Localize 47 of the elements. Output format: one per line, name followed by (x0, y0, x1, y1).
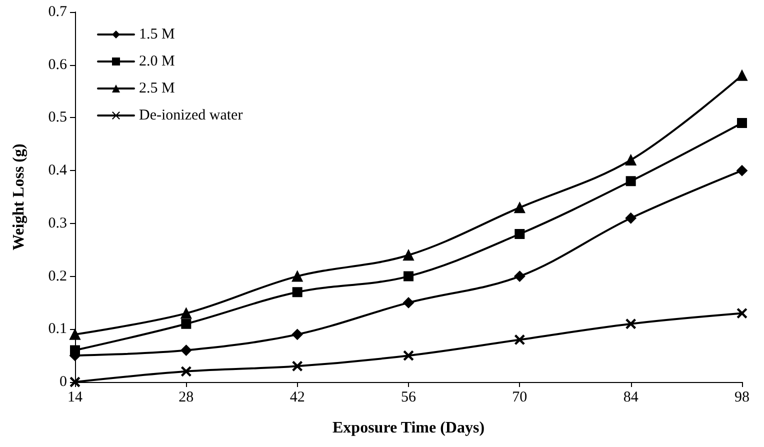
point (514, 334, 525, 345)
point (292, 328, 303, 340)
point (404, 271, 414, 282)
point (626, 318, 636, 329)
point (292, 361, 302, 372)
point (292, 270, 303, 282)
point (292, 287, 302, 298)
point (403, 297, 414, 308)
point (736, 70, 748, 81)
point (514, 202, 526, 214)
legend-label: 1.5 M (139, 26, 175, 42)
point (737, 118, 747, 128)
point (403, 250, 414, 261)
y-tick-label: 0.6 (48, 56, 68, 73)
y-tick-label: 0.1 (48, 321, 67, 338)
y-tick-label: 0.4 (48, 162, 68, 179)
point (514, 270, 526, 282)
point (404, 350, 414, 361)
point (626, 176, 636, 186)
x-tick-label: 42 (290, 390, 305, 406)
point (625, 212, 636, 224)
x-axis-title: Exposure Time (Days) (332, 420, 485, 436)
y-tick-label: 0.3 (48, 215, 67, 232)
x-tick-label: 14 (68, 390, 83, 406)
legend-label: De-ionized water (139, 108, 243, 124)
point (70, 345, 80, 356)
x-tick-label: 98 (734, 390, 750, 406)
point (736, 165, 748, 176)
x-tick-label: 70 (512, 390, 528, 406)
legend-label: 2.0 M (139, 54, 175, 70)
legend-label: 2.5 M (139, 80, 175, 96)
point (70, 328, 80, 340)
y-axis-title: Weight Loss (g) (10, 144, 28, 250)
y-tick-label: 0.5 (48, 110, 67, 126)
point (181, 366, 192, 376)
point (737, 308, 747, 318)
x-tick-label: 84 (623, 390, 639, 406)
x-tick-label: 28 (178, 390, 194, 406)
y-tick-label: 0 (60, 374, 67, 390)
point (514, 229, 525, 239)
point (180, 344, 192, 356)
x-tick-label: 56 (401, 390, 416, 406)
point (181, 318, 192, 329)
point (180, 308, 192, 319)
y-tick-label: 0.7 (48, 4, 68, 20)
point (625, 154, 636, 166)
y-tick-label: 0.2 (48, 268, 67, 284)
